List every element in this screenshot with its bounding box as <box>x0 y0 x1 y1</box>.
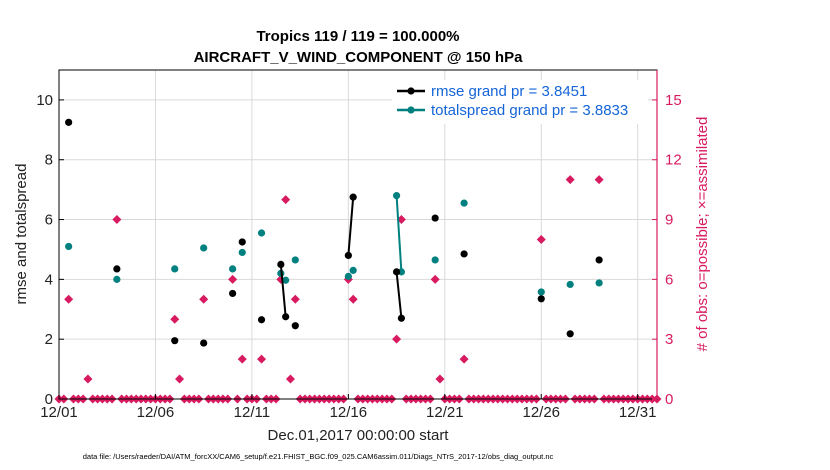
x-tick-label: 12/06 <box>137 404 175 421</box>
x-tick-label: 12/31 <box>619 404 657 421</box>
rmse-point <box>349 193 357 201</box>
obs-count-point <box>112 215 122 225</box>
rmse-point <box>200 339 208 347</box>
legend-rmse-marker <box>407 87 415 95</box>
obs-count-point <box>170 314 180 324</box>
legend-rmse-label: rmse grand pr = 3.8451 <box>431 83 587 100</box>
rmse-point <box>238 238 246 246</box>
y2-tick-label: 15 <box>665 92 682 109</box>
obs-count-point <box>594 175 604 185</box>
obs-count-point <box>281 195 291 205</box>
y-tick-label: 10 <box>36 92 53 109</box>
obs-count-point <box>536 234 546 244</box>
obs-count-point <box>285 374 295 384</box>
legend-totalspread-label: totalspread grand pr = 3.8833 <box>431 102 628 119</box>
y-tick-label: 8 <box>45 152 53 169</box>
totalspread-point <box>65 242 73 251</box>
rmse-point <box>566 330 574 338</box>
y-tick-label: 2 <box>45 331 53 348</box>
obs-count-point <box>228 274 238 284</box>
totalspread-point <box>238 248 246 257</box>
rmse-point <box>595 256 603 264</box>
rmse-point <box>397 314 406 322</box>
obs-count-point <box>175 374 185 384</box>
totalspread-point <box>229 265 237 273</box>
x-tick-label: 12/11 <box>234 404 270 421</box>
rmse-point <box>282 313 290 321</box>
rmse-point <box>65 118 73 126</box>
rmse-point <box>229 289 237 298</box>
rmse-point <box>431 214 439 222</box>
y2-tick-label: 0 <box>665 391 673 408</box>
totalspread-point <box>344 272 352 280</box>
rmse-point <box>277 260 285 269</box>
y-tick-label: 6 <box>45 212 53 229</box>
y-axis-label: rmse and totalspread <box>13 164 30 305</box>
y2-tick-label: 12 <box>665 152 682 169</box>
rmse-point <box>257 316 266 324</box>
obs-count-point <box>83 374 93 384</box>
x-tick-label: 12/01 <box>40 404 78 421</box>
totalspread-point <box>113 275 121 283</box>
obs-count-point <box>237 354 247 364</box>
data-file-footnote: data file: /Users/raeder/DAI/ATM_forcXX/… <box>83 452 554 461</box>
totalspread-point <box>460 199 468 207</box>
obs-count-point <box>290 294 300 304</box>
totalspread-point <box>171 265 179 273</box>
rmse-point <box>392 268 401 276</box>
x-tick-label: 12/26 <box>522 404 560 421</box>
totalspread-point <box>257 229 266 237</box>
legend-totalspread-marker <box>407 106 415 114</box>
x-tick-label: 12/21 <box>426 404 464 421</box>
rmse-point <box>171 337 179 345</box>
obs-count-point <box>435 374 445 384</box>
totalspread-point <box>566 280 574 289</box>
obs-count-point <box>430 274 440 284</box>
y2-tick-label: 6 <box>665 271 673 288</box>
rmse-line-segment <box>279 264 287 317</box>
totalspread-line-segment <box>395 195 403 272</box>
obs-count-point <box>199 294 209 304</box>
obs-count-point <box>348 294 358 304</box>
totalspread-point <box>282 276 290 284</box>
totalspread-point <box>537 288 545 296</box>
chart-subtitle: AIRCRAFT_V_WIND_COMPONENT @ 150 hPa <box>194 49 524 66</box>
rmse-point <box>537 295 545 303</box>
legend-box <box>392 80 648 124</box>
obs-count-point <box>257 354 267 364</box>
totalspread-point <box>392 192 401 200</box>
obs-count-point <box>392 334 402 344</box>
totalspread-point <box>349 266 357 274</box>
rmse-point <box>291 322 299 330</box>
y2-axis-label: # of obs: o=possible; ×=assimilated <box>694 117 711 352</box>
x-tick-label: 12/16 <box>330 404 368 421</box>
totalspread-point <box>431 256 439 264</box>
chart-title: Tropics 119 / 119 = 100.000% <box>256 28 459 45</box>
y2-tick-label: 9 <box>665 212 673 229</box>
y-tick-label: 4 <box>45 271 53 288</box>
totalspread-point <box>291 256 299 264</box>
x-axis-label: Dec.01,2017 00:00:00 start <box>268 427 450 444</box>
rmse-point <box>344 251 352 260</box>
rmse-point <box>113 265 121 273</box>
y-tick-label: 0 <box>45 391 53 408</box>
rmse-line-segment <box>395 271 403 319</box>
rmse-point <box>460 250 468 258</box>
totalspread-point <box>595 279 603 287</box>
plot-series <box>54 118 662 404</box>
obs-count-point <box>64 294 74 304</box>
axes: 12/01 12/06 12/11 12/16 12/21 12/26 12/31 0 2 4 6 8… <box>36 70 682 421</box>
y2-tick-label: 3 <box>665 331 673 348</box>
rmse-line-segment <box>347 197 355 256</box>
obs-count-point <box>459 354 469 364</box>
totalspread-point <box>200 244 208 252</box>
obs-count-point <box>565 175 575 185</box>
legend: rmse grand pr = 3.8451 totalspread grand… <box>392 80 648 124</box>
